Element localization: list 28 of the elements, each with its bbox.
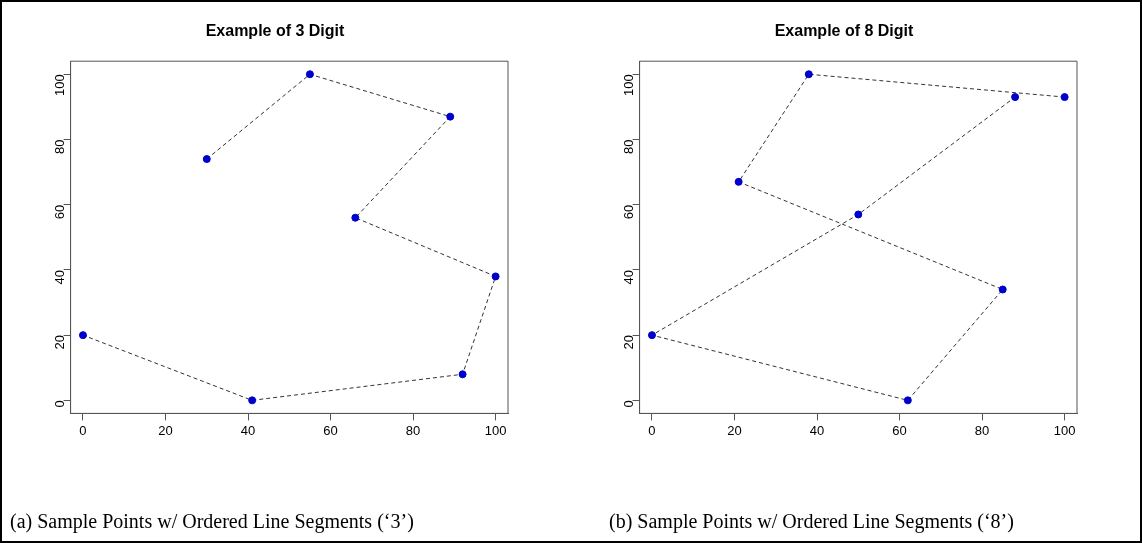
- x-tick-label: 20: [158, 422, 173, 438]
- y-tick-label: 80: [621, 139, 637, 154]
- y-tick-label: 20: [621, 335, 637, 350]
- y-tick-label: 20: [52, 335, 68, 350]
- x-tick-label: 60: [892, 422, 907, 438]
- text: (b) Sample Points w/ Ordered Line Segments (‘8’): [609, 510, 1014, 533]
- x-tick-label: 60: [323, 422, 338, 438]
- y-tick-label: 100: [621, 74, 637, 96]
- x-tick-label: 0: [79, 422, 87, 438]
- x-tick-label: 0: [648, 422, 656, 438]
- x-tick-label: 20: [727, 422, 742, 438]
- x-tick-label: 40: [809, 422, 825, 438]
- y-tick-label: 0: [621, 400, 637, 408]
- y-tick-label: 80: [52, 139, 68, 154]
- text: (a) Sample Points w/ Ordered Line Segments (‘3’): [10, 510, 414, 533]
- y-tick-label: 0: [52, 400, 68, 408]
- x-tick-label: 80: [405, 422, 421, 438]
- chart-title: Example of 3 Digit: [205, 22, 346, 40]
- x-tick-label: 100: [484, 422, 507, 438]
- y-tick-label: 40: [52, 269, 68, 285]
- y-tick-label: 100: [52, 74, 68, 96]
- y-tick-label: 40: [621, 269, 637, 285]
- chart-title: Example of 8 Digit: [774, 22, 915, 40]
- x-tick-label: 100: [1053, 422, 1076, 438]
- x-tick-label: 80: [974, 422, 990, 438]
- y-tick-label: 60: [52, 204, 68, 220]
- x-tick-label: 40: [240, 422, 256, 438]
- y-tick-label: 60: [621, 204, 637, 220]
